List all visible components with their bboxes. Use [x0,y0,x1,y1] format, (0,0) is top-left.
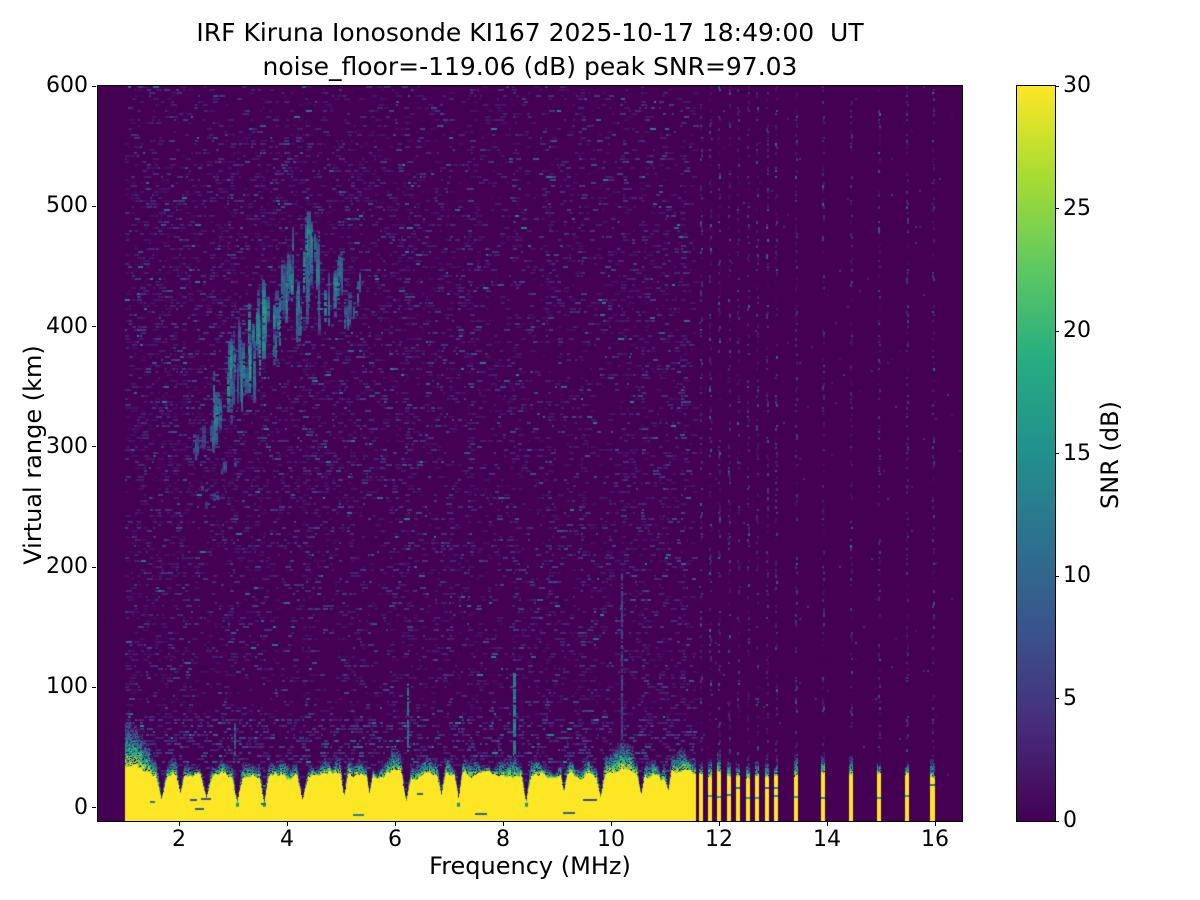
y-tick-label: 400 [46,313,88,339]
x-tick-mark [934,822,936,826]
y-tick-mark [92,686,96,688]
chart-title: IRF Kiruna Ionosonde KI167 2025-10-17 18… [98,16,962,84]
colorbar-tick-label: 0 [1063,808,1077,833]
y-tick-label: 0 [74,794,88,820]
colorbar-gradient-canvas [1017,86,1055,821]
colorbar-tick-mark [1055,208,1059,209]
x-tick-label: 4 [280,827,294,852]
colorbar-tick-label: 25 [1063,195,1091,221]
colorbar-tick-mark [1055,698,1059,699]
x-tick-mark [718,822,720,826]
x-tick-mark [286,822,288,826]
y-tick-label: 200 [46,554,88,580]
x-axis-label: Frequency (MHz) [429,852,631,880]
colorbar-tick-mark [1055,330,1059,332]
x-tick-mark [502,822,504,826]
x-tick-mark [826,822,828,826]
chart-title-line-1: IRF Kiruna Ionosonde KI167 2025-10-17 18… [196,18,864,47]
colorbar-tick-label: 15 [1063,440,1091,466]
colorbar-tick-label: 10 [1063,563,1091,588]
chart-title-line-2: noise_floor=-119.06 (dB) peak SNR=97.03 [262,52,798,81]
y-tick-label: 100 [46,674,88,700]
x-tick-label: 14 [813,827,841,852]
colorbar-tick-label: 20 [1063,318,1091,343]
colorbar [1016,85,1056,822]
y-tick-mark [92,566,96,568]
y-tick-label: 600 [46,73,88,98]
colorbar-tick-mark [1055,820,1059,822]
colorbar-tick-mark [1055,85,1059,87]
colorbar-tick-label: 5 [1063,685,1077,711]
colorbar-tick-mark [1055,453,1059,454]
x-tick-label: 6 [388,827,402,852]
plot-area [97,85,963,822]
y-tick-mark [92,85,96,87]
ionogram-heatmap-canvas [98,86,962,821]
x-tick-label: 12 [705,827,733,852]
y-tick-mark [92,807,96,809]
y-tick-label: 300 [46,433,88,459]
x-tick-label: 2 [172,827,186,852]
x-tick-label: 8 [496,827,510,852]
x-tick-mark [178,822,180,826]
colorbar-tick-label: 30 [1063,73,1091,98]
x-tick-label: 10 [597,827,625,852]
x-tick-mark [610,822,612,826]
x-tick-label: 16 [921,827,949,852]
y-tick-mark [92,326,96,327]
colorbar-tick-mark [1055,575,1059,577]
y-tick-label: 500 [46,193,88,219]
y-tick-mark [92,446,96,448]
x-tick-mark [394,822,396,826]
y-tick-mark [92,205,96,207]
